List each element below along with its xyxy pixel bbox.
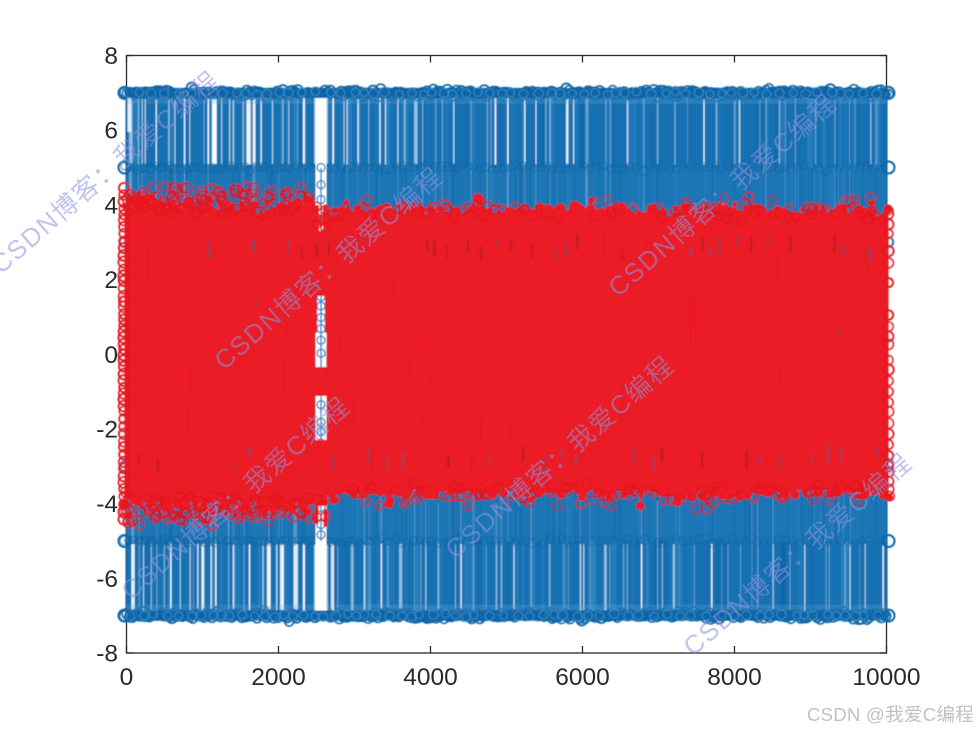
- svg-text:-4: -4: [96, 491, 118, 518]
- svg-text:8000: 8000: [707, 664, 762, 691]
- svg-text:4000: 4000: [403, 664, 458, 691]
- svg-text:2000: 2000: [251, 664, 306, 691]
- svg-text:0: 0: [120, 664, 134, 691]
- svg-text:CSDN @我爱C编程: CSDN @我爱C编程: [807, 704, 974, 725]
- svg-text:-6: -6: [96, 566, 118, 593]
- svg-text:2: 2: [104, 267, 118, 294]
- svg-text:-8: -8: [96, 641, 118, 668]
- svg-text:8: 8: [104, 43, 118, 70]
- svg-text:10000: 10000: [852, 664, 920, 691]
- svg-text:0: 0: [104, 342, 118, 369]
- svg-text:-2: -2: [96, 416, 118, 443]
- svg-text:6: 6: [104, 118, 118, 145]
- svg-text:6000: 6000: [555, 664, 610, 691]
- svg-text:4: 4: [104, 192, 118, 219]
